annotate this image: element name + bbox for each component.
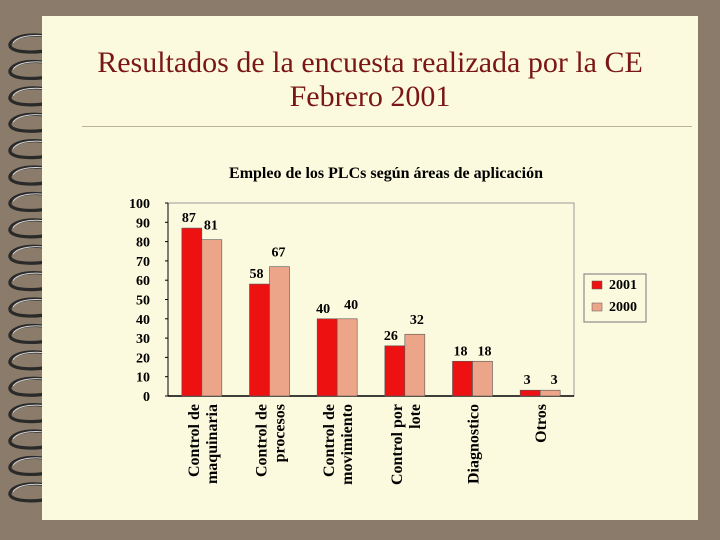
y-tick-label: 40 bbox=[136, 313, 150, 328]
bar-2000 bbox=[472, 360, 493, 397]
x-tick-label: Control porlote bbox=[389, 404, 424, 485]
bar-2001 bbox=[519, 389, 541, 397]
data-label: 26 bbox=[384, 329, 398, 344]
slide-title: Resultados de la encuesta realizada por … bbox=[42, 46, 698, 114]
data-label: 67 bbox=[272, 246, 286, 261]
bar-2000 bbox=[269, 266, 290, 397]
x-tick-text: Diagnostico bbox=[466, 404, 483, 484]
data-label: 40 bbox=[344, 298, 358, 313]
y-tick-label: 80 bbox=[136, 236, 150, 251]
data-label: 87 bbox=[182, 211, 196, 226]
y-tick-label: 60 bbox=[136, 274, 150, 289]
x-tick-label: Control deprocesos bbox=[254, 404, 289, 477]
y-tick-label: 50 bbox=[136, 294, 150, 309]
bar-2000 bbox=[539, 389, 561, 397]
data-label: 18 bbox=[478, 344, 492, 359]
legend-swatch bbox=[591, 280, 603, 290]
slide-title-line-2: Febrero 2001 bbox=[289, 80, 451, 113]
x-tick-line: maquinaria bbox=[204, 404, 221, 484]
x-tick-line: Diagnostico bbox=[466, 404, 483, 484]
x-tick-label: Control demaquinaria bbox=[186, 404, 221, 484]
y-tick-label: 0 bbox=[143, 390, 150, 405]
bar-2001 bbox=[249, 283, 270, 397]
plot-area bbox=[167, 202, 575, 397]
x-tick-line: Control de bbox=[321, 404, 338, 477]
x-tick-text: Control demovimiento bbox=[321, 404, 356, 485]
bar-2001 bbox=[181, 227, 203, 397]
title-divider bbox=[82, 126, 692, 127]
legend-label: 2001 bbox=[609, 278, 637, 293]
x-tick-text: Control demaquinaria bbox=[186, 404, 221, 484]
x-tick-line: lote bbox=[407, 404, 424, 429]
x-tick-text: Control deprocesos bbox=[254, 404, 289, 477]
data-label: 58 bbox=[250, 267, 264, 282]
data-label: 81 bbox=[204, 219, 218, 234]
data-label: 18 bbox=[454, 344, 468, 359]
bar-2001 bbox=[316, 318, 338, 397]
legend-swatch bbox=[591, 302, 603, 312]
x-tick-label: Diagnostico bbox=[466, 404, 483, 484]
x-tick-text: Otros bbox=[533, 404, 550, 443]
x-tick-line: Control por bbox=[389, 404, 406, 485]
x-tick-line: movimiento bbox=[339, 404, 356, 485]
x-tick-label: Otros bbox=[533, 404, 550, 443]
y-tick-label: 10 bbox=[136, 371, 150, 386]
x-tick-line: procesos bbox=[272, 404, 289, 462]
data-label: 3 bbox=[551, 373, 558, 388]
legend-label: 2000 bbox=[609, 300, 637, 315]
slide-page bbox=[42, 16, 698, 520]
y-tick-label: 70 bbox=[136, 255, 150, 270]
data-label: 32 bbox=[410, 313, 424, 328]
y-tick-label: 30 bbox=[136, 332, 150, 347]
bar-2000 bbox=[201, 239, 223, 397]
bar-2000 bbox=[404, 333, 426, 397]
x-tick-label: Control demovimiento bbox=[321, 404, 356, 485]
y-tick-label: 90 bbox=[136, 216, 150, 231]
data-label: 40 bbox=[316, 302, 330, 317]
bar-2000 bbox=[336, 318, 358, 397]
y-tick-label: 100 bbox=[129, 197, 150, 212]
x-tick-line: Control de bbox=[254, 404, 271, 477]
x-tick-line: Otros bbox=[533, 404, 550, 443]
x-tick-line: Control de bbox=[186, 404, 203, 477]
bar-2001 bbox=[384, 345, 406, 397]
x-tick-text: Control porlote bbox=[389, 404, 424, 485]
slide-title-line-1: Resultados de la encuesta realizada por … bbox=[97, 46, 643, 79]
y-tick-label: 20 bbox=[136, 351, 150, 366]
data-label: 3 bbox=[524, 373, 531, 388]
chart-title: Empleo de los PLCs según áreas de aplica… bbox=[229, 165, 543, 182]
bar-2001 bbox=[452, 360, 473, 397]
legend-box bbox=[583, 273, 647, 323]
